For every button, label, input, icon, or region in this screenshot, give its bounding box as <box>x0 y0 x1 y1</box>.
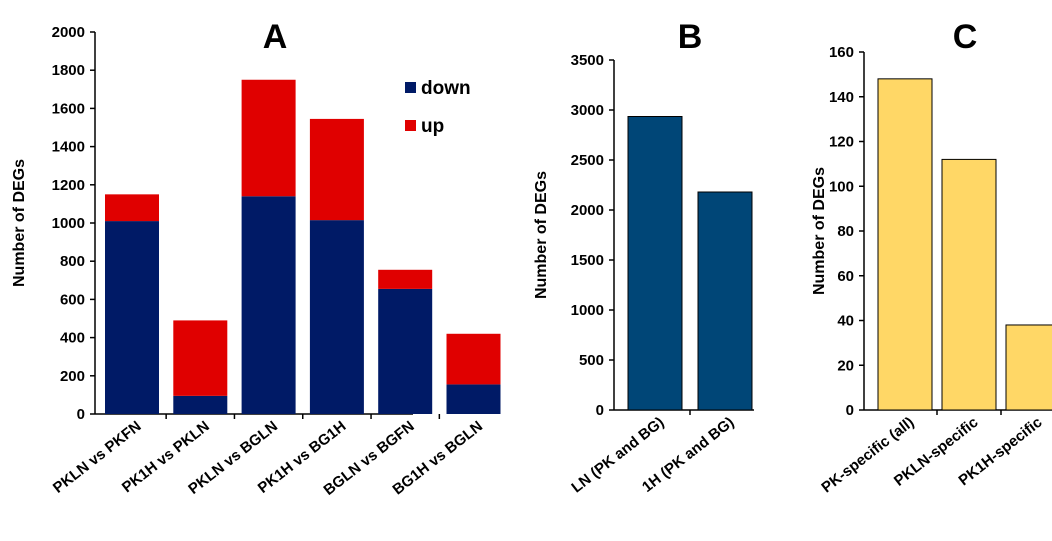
panel-b-letter: B <box>678 18 703 56</box>
panel-a-bar-up <box>241 79 296 197</box>
panel-a-bar-down <box>446 384 501 414</box>
panel-a-letter: A <box>263 18 288 56</box>
panel-a-bar-up <box>446 333 501 385</box>
panel-c-y-tick-label: 0 <box>846 402 854 419</box>
panel-a-y-tick-label: 2000 <box>52 24 85 41</box>
panel-a-y-tick-label: 400 <box>60 330 85 347</box>
panel-c-y-tick-label: 40 <box>837 313 854 330</box>
panel-a-y-tick-label: 200 <box>60 368 85 385</box>
panel-a-y-tick-label: 1200 <box>52 177 85 194</box>
panel-a-y-tick-label: 1800 <box>52 62 85 79</box>
panel-a-bar-up <box>105 194 159 222</box>
panel-a-bar-up <box>173 320 228 396</box>
panel-a-y-tick-label: 1600 <box>52 100 85 117</box>
panel-a-bar-down <box>173 395 228 414</box>
panel-a-bar-down <box>309 220 364 414</box>
panel-c-bar <box>1005 324 1052 411</box>
panel-b-y-tick-label: 2500 <box>571 152 604 169</box>
panel-c-y-tick-label: 140 <box>829 89 854 106</box>
panel-c-letter: C <box>953 18 978 56</box>
panel-b-y-axis-title: Number of DEGs <box>533 171 550 299</box>
panel-c-y-tick-label: 160 <box>829 44 854 61</box>
panel-b-y-tick-label: 500 <box>579 352 604 369</box>
panel-a-y-tick-label: 1400 <box>52 139 85 156</box>
panel-a-bar-down <box>378 288 433 414</box>
panel-b-y-tick-label: 3000 <box>571 102 604 119</box>
panel-c-bar <box>941 158 997 411</box>
panel-c-y-tick-label: 120 <box>829 134 854 151</box>
panel-b-bar <box>627 116 683 411</box>
panel-c-y-tick-label: 60 <box>837 268 854 285</box>
panel-b-y-tick-label: 2000 <box>571 202 604 219</box>
legend-swatch-down <box>405 82 416 93</box>
legend-label-down: down <box>421 78 471 99</box>
panel-c-y-tick-label: 20 <box>837 357 854 374</box>
panel-c-y-tick-label: 80 <box>837 223 854 240</box>
panel-b-y-tick-label: 1000 <box>571 302 604 319</box>
panel-a-y-tick-label: 800 <box>60 253 85 270</box>
panel-a-y-axis-title: Number of DEGs <box>11 159 28 287</box>
legend-label-up: up <box>421 116 444 137</box>
legend-swatch-up <box>405 120 416 131</box>
panel-b-bar <box>697 191 753 411</box>
panel-a-bar-up <box>378 269 433 289</box>
panel-c-bar <box>877 78 933 411</box>
panel-c-y-tick-label: 100 <box>829 178 854 195</box>
panel-c-y-axis-title: Number of DEGs <box>811 167 828 295</box>
panel-b-y-tick-label: 1500 <box>571 252 604 269</box>
panel-b-y-tick-label: 3500 <box>571 52 604 69</box>
panel-a-y-tick-label: 0 <box>77 406 85 423</box>
panel-a-y-tick-label: 600 <box>60 291 85 308</box>
panel-b-y-tick-label: 0 <box>596 402 604 419</box>
panel-a-bar-down <box>105 221 159 414</box>
panel-a-bar-up <box>309 118 364 221</box>
panel-a-bar-down <box>241 196 296 414</box>
panel-a-y-tick-label: 1000 <box>52 215 85 232</box>
